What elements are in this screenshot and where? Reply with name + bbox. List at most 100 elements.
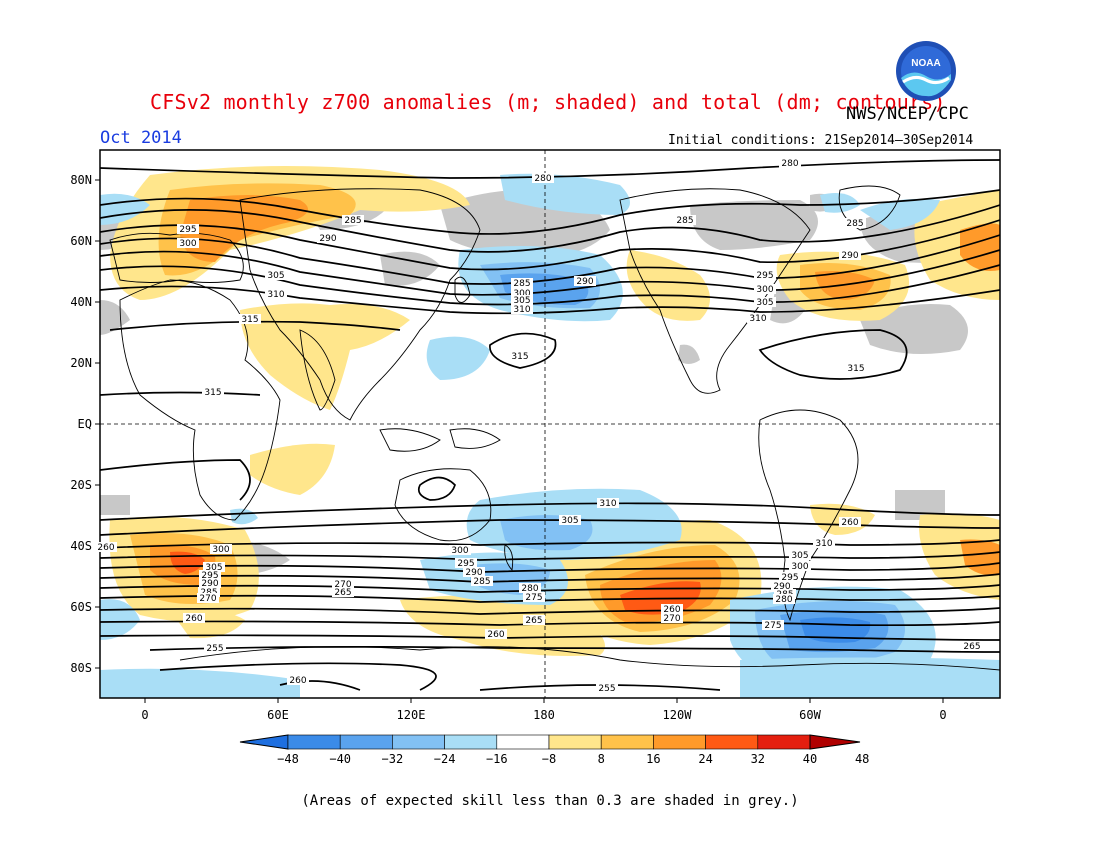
- forecast-month: Oct 2014: [100, 128, 182, 148]
- contour-label-bg: [511, 295, 533, 305]
- contour-label: 275: [525, 593, 542, 603]
- contour-label: 315: [847, 364, 864, 374]
- contour-label-bg: [511, 278, 533, 288]
- svg-text:NOAA: NOAA: [911, 58, 940, 69]
- contour-label-bg: [210, 544, 232, 554]
- contour-label-bg: [519, 583, 541, 593]
- contour-label-bg: [523, 615, 545, 625]
- noaa-logo-icon: NOAA: [896, 41, 956, 101]
- contour-label-bg: [779, 572, 801, 582]
- contour-label: 290: [465, 568, 482, 578]
- contour-label-bg: [265, 270, 287, 280]
- contour-label-bg: [471, 576, 493, 586]
- contour-label-bg: [661, 613, 683, 623]
- contour-label: 300: [179, 239, 196, 249]
- contour-label: 285: [473, 577, 490, 587]
- contour-label: 260: [487, 630, 504, 640]
- contour-label-bg: [532, 173, 554, 183]
- lat-label: EQ: [77, 417, 92, 431]
- contour-label: 265: [334, 588, 351, 598]
- colorbar-label: 24: [698, 752, 713, 766]
- reference-lines: [100, 150, 1000, 698]
- colorbar-swatch: [600, 734, 654, 750]
- contour-label: 265: [525, 616, 542, 626]
- contour-label-bg: [455, 558, 477, 568]
- colorbar-swatch: [444, 734, 498, 750]
- contour-label-bg: [177, 238, 199, 248]
- contour-label-bg: [839, 250, 861, 260]
- lon-label: 180: [533, 708, 555, 722]
- contour-label-bg: [813, 538, 835, 548]
- contour-label-bg: [779, 158, 801, 168]
- contour-label-bg: [839, 517, 861, 527]
- contour-label: 295: [457, 559, 474, 569]
- colorbar-label: −24: [433, 752, 456, 766]
- contour-label-bg: [596, 683, 618, 693]
- chart-title: CFSv2 monthly z700 anomalies (m; shaded)…: [150, 90, 946, 114]
- contour-label-bg: [597, 498, 619, 508]
- contour-label-bg: [204, 643, 226, 653]
- contour-label: 295: [201, 571, 218, 581]
- contour-label-bg: [202, 387, 224, 397]
- contour-label: 280: [775, 595, 792, 605]
- colorbar-swatch: [757, 734, 811, 750]
- contour-label-bg: [523, 592, 545, 602]
- lat-label: 80N: [70, 173, 92, 187]
- contour-label: 305: [791, 551, 808, 561]
- contour-label-bg: [317, 233, 339, 243]
- lon-label: 60W: [799, 708, 821, 722]
- colorbar-label: 16: [646, 752, 661, 766]
- contour-label: 315: [241, 315, 258, 325]
- contour-label: 285: [344, 216, 361, 226]
- contour-label: 305: [756, 298, 773, 308]
- contour-label: 270: [334, 580, 351, 590]
- contour-label-bg: [773, 594, 795, 604]
- colorbar-label: 8: [597, 752, 605, 766]
- contour-label: 310: [267, 290, 284, 300]
- contour-label-bg: [239, 314, 261, 324]
- colorbar-label: −48: [277, 752, 299, 766]
- contour-label: 280: [521, 584, 538, 594]
- contour-label-bg: [177, 224, 199, 234]
- lat-label: 40S: [70, 539, 92, 553]
- colorbar-swatch: [548, 734, 602, 750]
- footnote: (Areas of expected skill less than 0.3 a…: [301, 793, 799, 809]
- contour-label-bg: [197, 593, 219, 603]
- contour-label-bg: [754, 297, 776, 307]
- colorbar-label: −16: [485, 752, 508, 766]
- contour-label: 290: [201, 579, 218, 589]
- contour-label: 260: [289, 676, 306, 686]
- contour-label-bg: [342, 215, 364, 225]
- contour-label: 285: [513, 279, 530, 289]
- contour-label: 295: [781, 573, 798, 583]
- colorbar-label: −40: [329, 752, 352, 766]
- lat-label: 80S: [70, 661, 92, 675]
- contour-label: 310: [815, 539, 832, 549]
- contour-label-bg: [509, 351, 531, 361]
- contour-label-bg: [961, 641, 983, 651]
- contour-label-bg: [332, 587, 354, 597]
- contour-label-bg: [183, 613, 205, 623]
- contour-label: 285: [676, 216, 693, 226]
- contour-label-bg: [287, 675, 309, 685]
- contour-label-bg: [95, 542, 117, 552]
- contour-label-bg: [789, 550, 811, 560]
- contour-label: 295: [179, 225, 196, 235]
- colorbar-swatch: [705, 734, 759, 750]
- contour-label-bg: [485, 629, 507, 639]
- contour-label: 315: [511, 352, 528, 362]
- coastlines: [109, 185, 1000, 671]
- contour-label-bg: [203, 562, 225, 572]
- contour-label: 295: [756, 271, 773, 281]
- lat-label: 60S: [70, 600, 92, 614]
- contour-label: 300: [513, 289, 530, 299]
- lat-label: 60N: [70, 234, 92, 248]
- contour-label-bg: [199, 570, 221, 580]
- contour-label-bg: [511, 288, 533, 298]
- contour-label: 290: [841, 251, 858, 261]
- contour-label: 300: [756, 285, 773, 295]
- contour-label-bg: [199, 578, 221, 588]
- contour-label: 310: [599, 499, 616, 509]
- initial-conditions: Initial conditions: 21Sep2014–30Sep2014: [668, 133, 974, 148]
